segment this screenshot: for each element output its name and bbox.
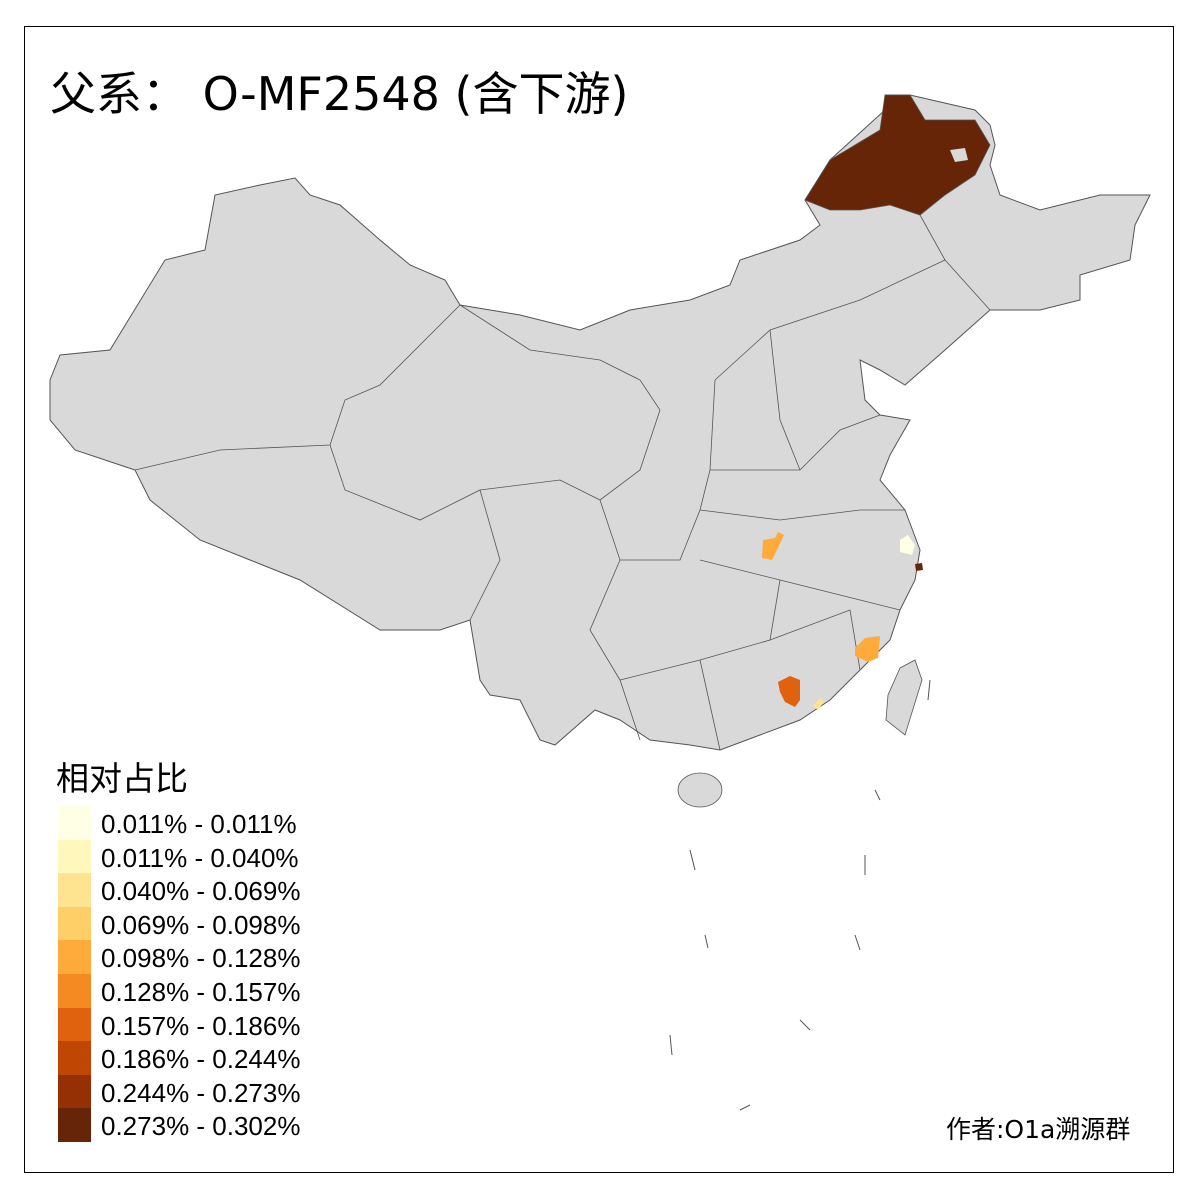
legend-label: 0.128% - 0.157% [101, 977, 301, 1007]
legend-swatch [58, 940, 91, 975]
south-sea-islands [669, 679, 931, 1111]
legend-swatch [58, 839, 91, 874]
legend-swatch [58, 1108, 91, 1143]
author-credit: 作者:O1a溯源群 [946, 1115, 1131, 1144]
legend-label: 0.098% - 0.128% [101, 943, 301, 974]
legend-label: 0.011% - 0.040% [101, 842, 299, 873]
china-landmass [49, 94, 1151, 751]
lake [950, 148, 968, 162]
region-guangdong [778, 676, 800, 707]
region-zhejiang-north [915, 563, 923, 571]
legend-swatch [58, 906, 91, 941]
legend-label: 0.186% - 0.244% [101, 1044, 301, 1075]
legend-label: 0.069% - 0.098% [101, 909, 301, 940]
legend-label: 0.244% - 0.273% [101, 1077, 301, 1108]
legend-label: 0.273% - 0.302% [101, 1111, 301, 1142]
map-title: 父系： O-MF2548 (含下游) [50, 67, 629, 121]
region-inner-mongolia-northeast [804, 94, 991, 216]
legend-label: 0.157% - 0.186% [101, 1010, 301, 1041]
map-frame [24, 26, 1174, 1173]
legend-swatch [58, 806, 91, 840]
region-guangdong-east [813, 698, 824, 710]
region-fujian [855, 636, 880, 662]
region-shanghai-jiangsu [900, 535, 915, 555]
legend-swatch [58, 974, 91, 1008]
legend-swatch [58, 1041, 91, 1076]
region-hubei [762, 532, 784, 560]
hainan-island [677, 772, 723, 808]
legend-label: 0.040% - 0.069% [101, 876, 301, 907]
taiwan-island [885, 659, 923, 736]
legend-label: 0.011% - 0.011% [101, 809, 297, 839]
legend-swatch [58, 1074, 91, 1109]
legend-title: 相对占比 [56, 759, 188, 798]
legend-swatch [58, 1007, 91, 1042]
legend-swatch [58, 873, 91, 908]
